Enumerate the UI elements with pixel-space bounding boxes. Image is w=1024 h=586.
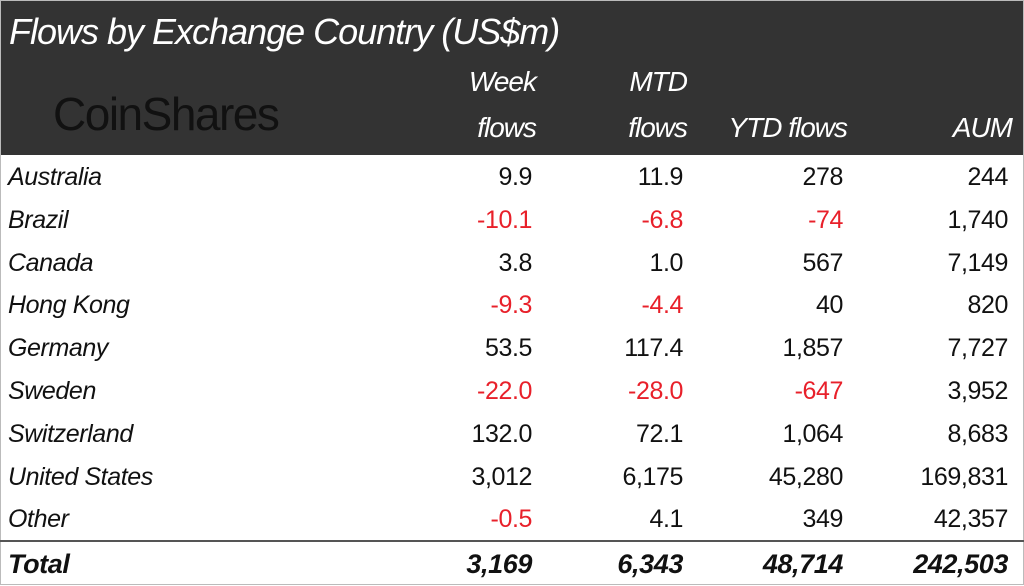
cell-value: 7,149: [947, 248, 1008, 277]
column-header-1-line1: Week: [468, 66, 537, 97]
cell-value: -28.0: [628, 377, 683, 405]
cell-value: 1,740: [947, 205, 1008, 234]
cell-value: 4.1: [649, 505, 683, 534]
cell-value: -74: [808, 205, 843, 234]
row-label: Australia: [8, 163, 102, 191]
row-label: Brazil: [8, 205, 69, 234]
table-row: Sweden -22.0 -28.0 -647 3,952: [0, 371, 1024, 414]
cell-value: 3,952: [947, 377, 1008, 405]
cell-value: 40: [815, 291, 843, 320]
total-divider: [0, 540, 1024, 542]
cell-value: 820: [967, 291, 1008, 320]
cell-value: 169,831: [920, 462, 1008, 491]
cell-value: -4.4: [641, 291, 684, 320]
row-label: Germany: [8, 334, 109, 363]
column-header-1-line2: flows: [477, 112, 537, 143]
cell-value: 42,357: [933, 505, 1008, 534]
column-header-4-line2: AUM: [952, 112, 1013, 143]
column-header-2-line1: MTD: [629, 66, 688, 97]
row-label: Canada: [8, 248, 94, 277]
cell-value: 1.0: [649, 248, 683, 277]
cell-value: 6,343: [617, 549, 683, 579]
cell-value: 3.8: [498, 248, 532, 277]
table-row: Canada 3.8 1.0 567 7,149: [0, 243, 1024, 286]
cell-value: -9.3: [490, 291, 533, 320]
cell-value: -10.1: [477, 205, 532, 234]
cell-value: 3,169: [466, 549, 532, 579]
cell-value: 132.0: [471, 419, 532, 448]
column-header-2-line2: flows: [628, 112, 688, 143]
row-label: Sweden: [8, 377, 96, 405]
cell-value: -6.8: [641, 205, 684, 234]
cell-value: 567: [802, 248, 843, 277]
cell-value: 45,280: [768, 462, 843, 491]
row-label: Hong Kong: [8, 291, 130, 320]
table-row: Switzerland 132.0 72.1 1,064 8,683: [0, 414, 1024, 457]
table-header: Flows by Exchange Country (US$m) CoinSha…: [1, 1, 1023, 155]
table-row: United States 3,012 6,175 45,280 169,831: [0, 457, 1024, 500]
cell-value: 6,175: [622, 462, 683, 491]
cell-value: 9.9: [498, 163, 532, 191]
row-label: United States: [8, 462, 153, 491]
table-row: Other -0.5 4.1 349 42,357: [0, 499, 1024, 542]
cell-value: 3,012: [471, 462, 532, 491]
cell-value: 242,503: [913, 549, 1008, 579]
cell-value: 278: [802, 163, 843, 191]
cell-value: 1,064: [782, 419, 843, 448]
cell-value: 244: [967, 163, 1008, 191]
column-header-3-line2: YTD flows: [728, 112, 848, 143]
cell-value: 48,714: [762, 549, 844, 579]
coinshares-logo: CoinShares: [53, 88, 280, 140]
table-row: Australia 9.9 11.9 278 244: [0, 157, 1024, 200]
cell-value: -647: [794, 377, 844, 405]
table-row: Germany 53.5 117.4 1,857 7,727: [0, 328, 1024, 371]
table-row: Hong Kong -9.3 -4.4 40 820: [0, 285, 1024, 328]
cell-value: 7,727: [947, 334, 1008, 363]
cell-value: 1,857: [782, 334, 843, 363]
cell-value: 117.4: [624, 334, 683, 363]
cell-value: 8,683: [947, 419, 1008, 448]
table-row: Brazil -10.1 -6.8 -74 1,740: [0, 200, 1024, 243]
cell-value: 349: [802, 505, 843, 534]
total-row: Total 3,169 6,343 48,714 242,503: [0, 543, 1024, 586]
cell-value: 11.9: [637, 163, 684, 191]
cell-value: -0.5: [490, 505, 533, 534]
table-title: Flows by Exchange Country (US$m): [9, 11, 560, 52]
row-label: Total: [8, 549, 70, 579]
row-label: Switzerland: [8, 419, 133, 448]
cell-value: 53.5: [484, 334, 532, 363]
row-label: Other: [8, 505, 69, 534]
cell-value: 72.1: [635, 419, 683, 448]
cell-value: -22.0: [477, 377, 532, 405]
